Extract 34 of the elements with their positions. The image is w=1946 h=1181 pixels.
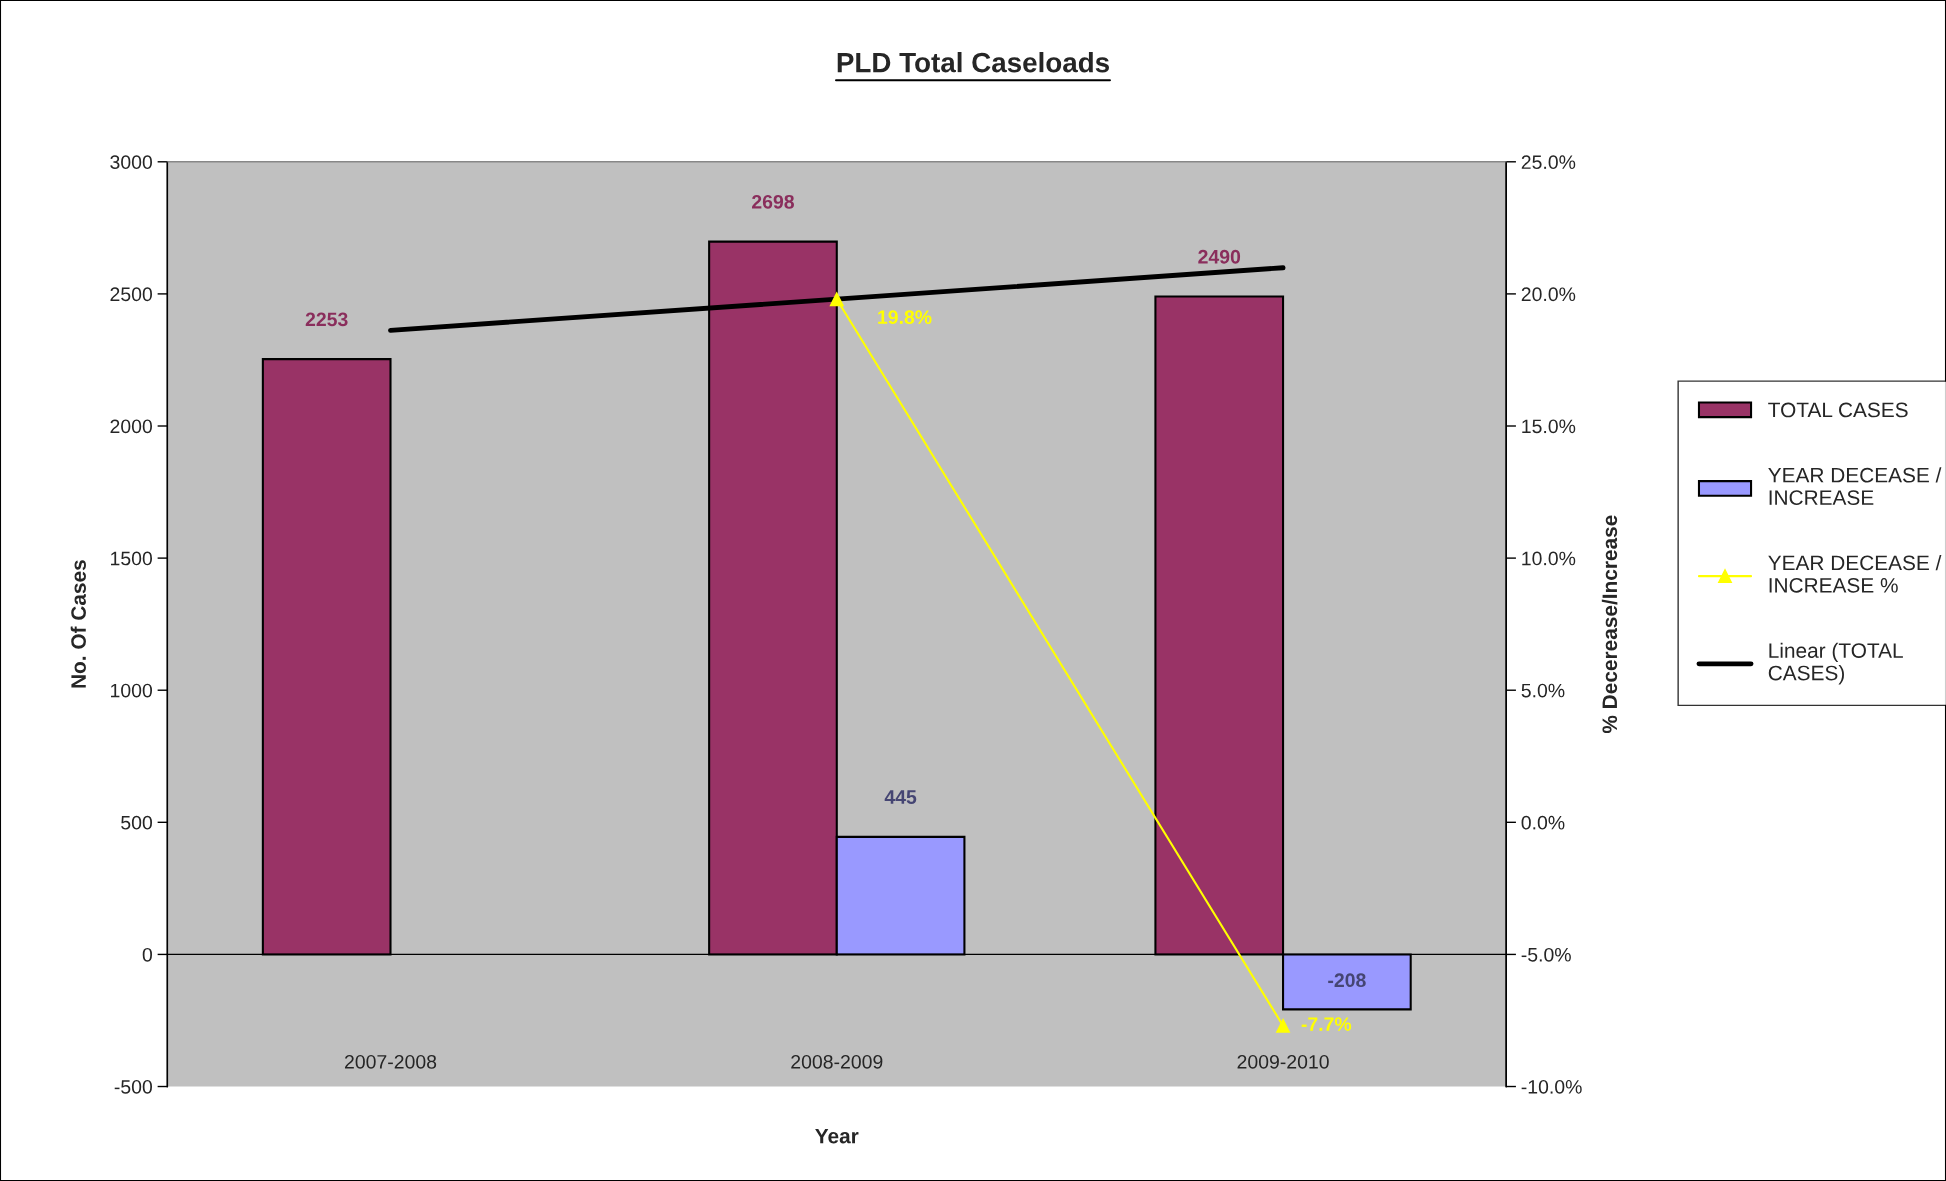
x-tick-label: 2008-2009	[791, 1054, 883, 1069]
y2-tick-label: 25.0%	[1521, 155, 1576, 170]
data-label: 2490	[1198, 249, 1241, 264]
data-label: 445	[884, 790, 917, 804]
y-tick-label: 3000	[110, 155, 153, 170]
chart-title: PLD Total Caseloads	[837, 52, 1109, 73]
data-label: 2253	[305, 312, 348, 327]
y-tick-label: 1000	[111, 683, 153, 698]
x-tick-label: 2007-2008	[344, 1054, 437, 1069]
y2-tick-label: 10.0%	[1522, 551, 1576, 566]
legend-label: TOTAL CASES	[1768, 402, 1908, 418]
data-label: -7.7%	[1301, 1017, 1352, 1031]
y-tick-label: 1500	[111, 551, 153, 566]
y-axis-title: No. Of Cases	[70, 560, 86, 688]
y-tick-label: 2000	[110, 419, 153, 434]
x-axis-title: Year	[815, 1128, 859, 1144]
y2-tick-label: 5.0%	[1521, 683, 1565, 698]
y-tick-label: 500	[121, 815, 153, 830]
y2-tick-label: -10.0%	[1521, 1079, 1582, 1094]
y2-tick-label: 15.0%	[1522, 419, 1576, 434]
y2-tick-label: 0.0%	[1521, 815, 1565, 830]
legend-label: YEAR DECEASE / INCREASE %	[1768, 554, 1942, 593]
data-label: 19.8%	[878, 310, 932, 325]
y2-tick-label: -5.0%	[1521, 947, 1571, 962]
y2-axis-title: % Decerease/Increase	[1601, 515, 1618, 734]
legend-label: Linear (TOTAL CASES)	[1768, 642, 1903, 685]
y-tick-label: 2500	[110, 287, 153, 302]
y-tick-label: 0	[142, 947, 153, 962]
y-tick-label: -500	[114, 1079, 153, 1094]
x-tick-label: 2009-2010	[1237, 1054, 1329, 1069]
data-label: 2698	[752, 194, 794, 209]
data-label: -208	[1328, 973, 1366, 988]
legend-label: YEAR DECEASE / INCREASE	[1768, 467, 1942, 506]
y2-tick-label: 20.0%	[1521, 287, 1576, 302]
